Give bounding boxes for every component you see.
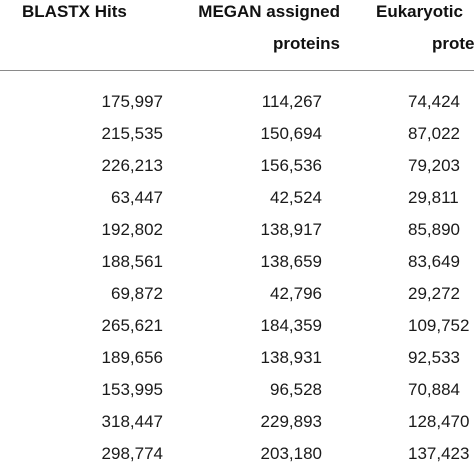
header-blastx-hits: BLASTX Hits xyxy=(22,0,127,58)
cell-eukaryotic-proteins: 128,470 xyxy=(408,412,470,431)
cell-blastx-hits: 188,561 xyxy=(101,252,163,271)
cell-eukaryotic-proteins: 74,424 xyxy=(408,92,460,111)
cell-blastx-hits: 298,774 xyxy=(101,444,163,463)
cell-eukaryotic-proteins: 92,533 xyxy=(408,348,460,367)
header-megan-assigned-proteins: MEGAN assigned proteins xyxy=(178,0,340,58)
cell-eukaryotic-proteins: 29,272 xyxy=(408,284,460,303)
table-row: 215,535 150,694 87,022 xyxy=(0,118,474,149)
cell-blastx-hits: 215,535 xyxy=(101,124,163,143)
cell-blastx-hits: 63,447 xyxy=(111,188,163,207)
cell-eukaryotic-proteins: 137,423 xyxy=(408,444,470,463)
cell-eukaryotic-proteins: 85,890 xyxy=(408,220,460,239)
header-megan-line-2: proteins xyxy=(272,34,340,53)
cell-eukaryotic-proteins: 29,811 xyxy=(408,188,459,207)
cell-blastx-hits: 175,997 xyxy=(101,92,163,111)
header-eukaryotic-line-1: Eukaryotic xyxy=(376,2,463,21)
cell-blastx-hits: 226,213 xyxy=(101,156,163,175)
cell-blastx-hits: 265,621 xyxy=(101,316,163,335)
cell-megan-assigned-proteins: 138,917 xyxy=(260,220,322,239)
table-row: 226,213 156,536 79,203 xyxy=(0,150,474,181)
cell-blastx-hits: 69,872 xyxy=(111,284,163,303)
table-row: 189,656 138,931 92,533 xyxy=(0,342,474,373)
table-row: 265,621 184,359 109,752 xyxy=(0,310,474,341)
cell-megan-assigned-proteins: 138,931 xyxy=(260,348,322,367)
cell-megan-assigned-proteins: 203,180 xyxy=(260,444,322,463)
cell-megan-assigned-proteins: 229,893 xyxy=(260,412,322,431)
cell-blastx-hits: 192,802 xyxy=(101,220,163,239)
cell-eukaryotic-proteins: 109,752 xyxy=(408,316,470,335)
table-row: 153,995 96,528 70,884 xyxy=(0,374,474,405)
cell-megan-assigned-proteins: 156,536 xyxy=(260,156,322,175)
cell-blastx-hits: 189,656 xyxy=(101,348,163,367)
cell-megan-assigned-proteins: 138,659 xyxy=(260,252,322,271)
cell-blastx-hits: 318,447 xyxy=(101,412,163,431)
table-row: 175,997 114,267 74,424 xyxy=(0,86,474,117)
table-row: 192,802 138,917 85,890 xyxy=(0,214,474,245)
cell-eukaryotic-proteins: 70,884 xyxy=(408,380,460,399)
table-row: 69,872 42,796 29,272 xyxy=(0,278,474,309)
table-row: 298,774 203,180 137,423 xyxy=(0,438,474,469)
cell-megan-assigned-proteins: 42,524 xyxy=(270,188,322,207)
cell-megan-assigned-proteins: 42,796 xyxy=(270,284,322,303)
header-eukaryotic-line-2: prote xyxy=(432,34,474,53)
cell-megan-assigned-proteins: 184,359 xyxy=(260,316,322,335)
cell-eukaryotic-proteins: 79,203 xyxy=(408,156,460,175)
cell-megan-assigned-proteins: 114,267 xyxy=(261,92,322,111)
cell-blastx-hits: 153,995 xyxy=(101,380,163,399)
cell-megan-assigned-proteins: 150,694 xyxy=(260,124,322,143)
cell-eukaryotic-proteins: 83,649 xyxy=(408,252,460,271)
header-divider xyxy=(0,70,474,71)
cell-eukaryotic-proteins: 87,022 xyxy=(408,124,460,143)
header-eukaryotic-proteins: Eukaryotic prote xyxy=(376,0,474,58)
header-blastx-line-1: BLASTX Hits xyxy=(22,2,127,21)
table-row: 63,447 42,524 29,811 xyxy=(0,182,474,213)
table-row: 318,447 229,893 128,470 xyxy=(0,406,474,437)
cell-megan-assigned-proteins: 96,528 xyxy=(270,380,322,399)
header-megan-line-1: MEGAN assigned xyxy=(198,2,340,21)
table-row: 188,561 138,659 83,649 xyxy=(0,246,474,277)
